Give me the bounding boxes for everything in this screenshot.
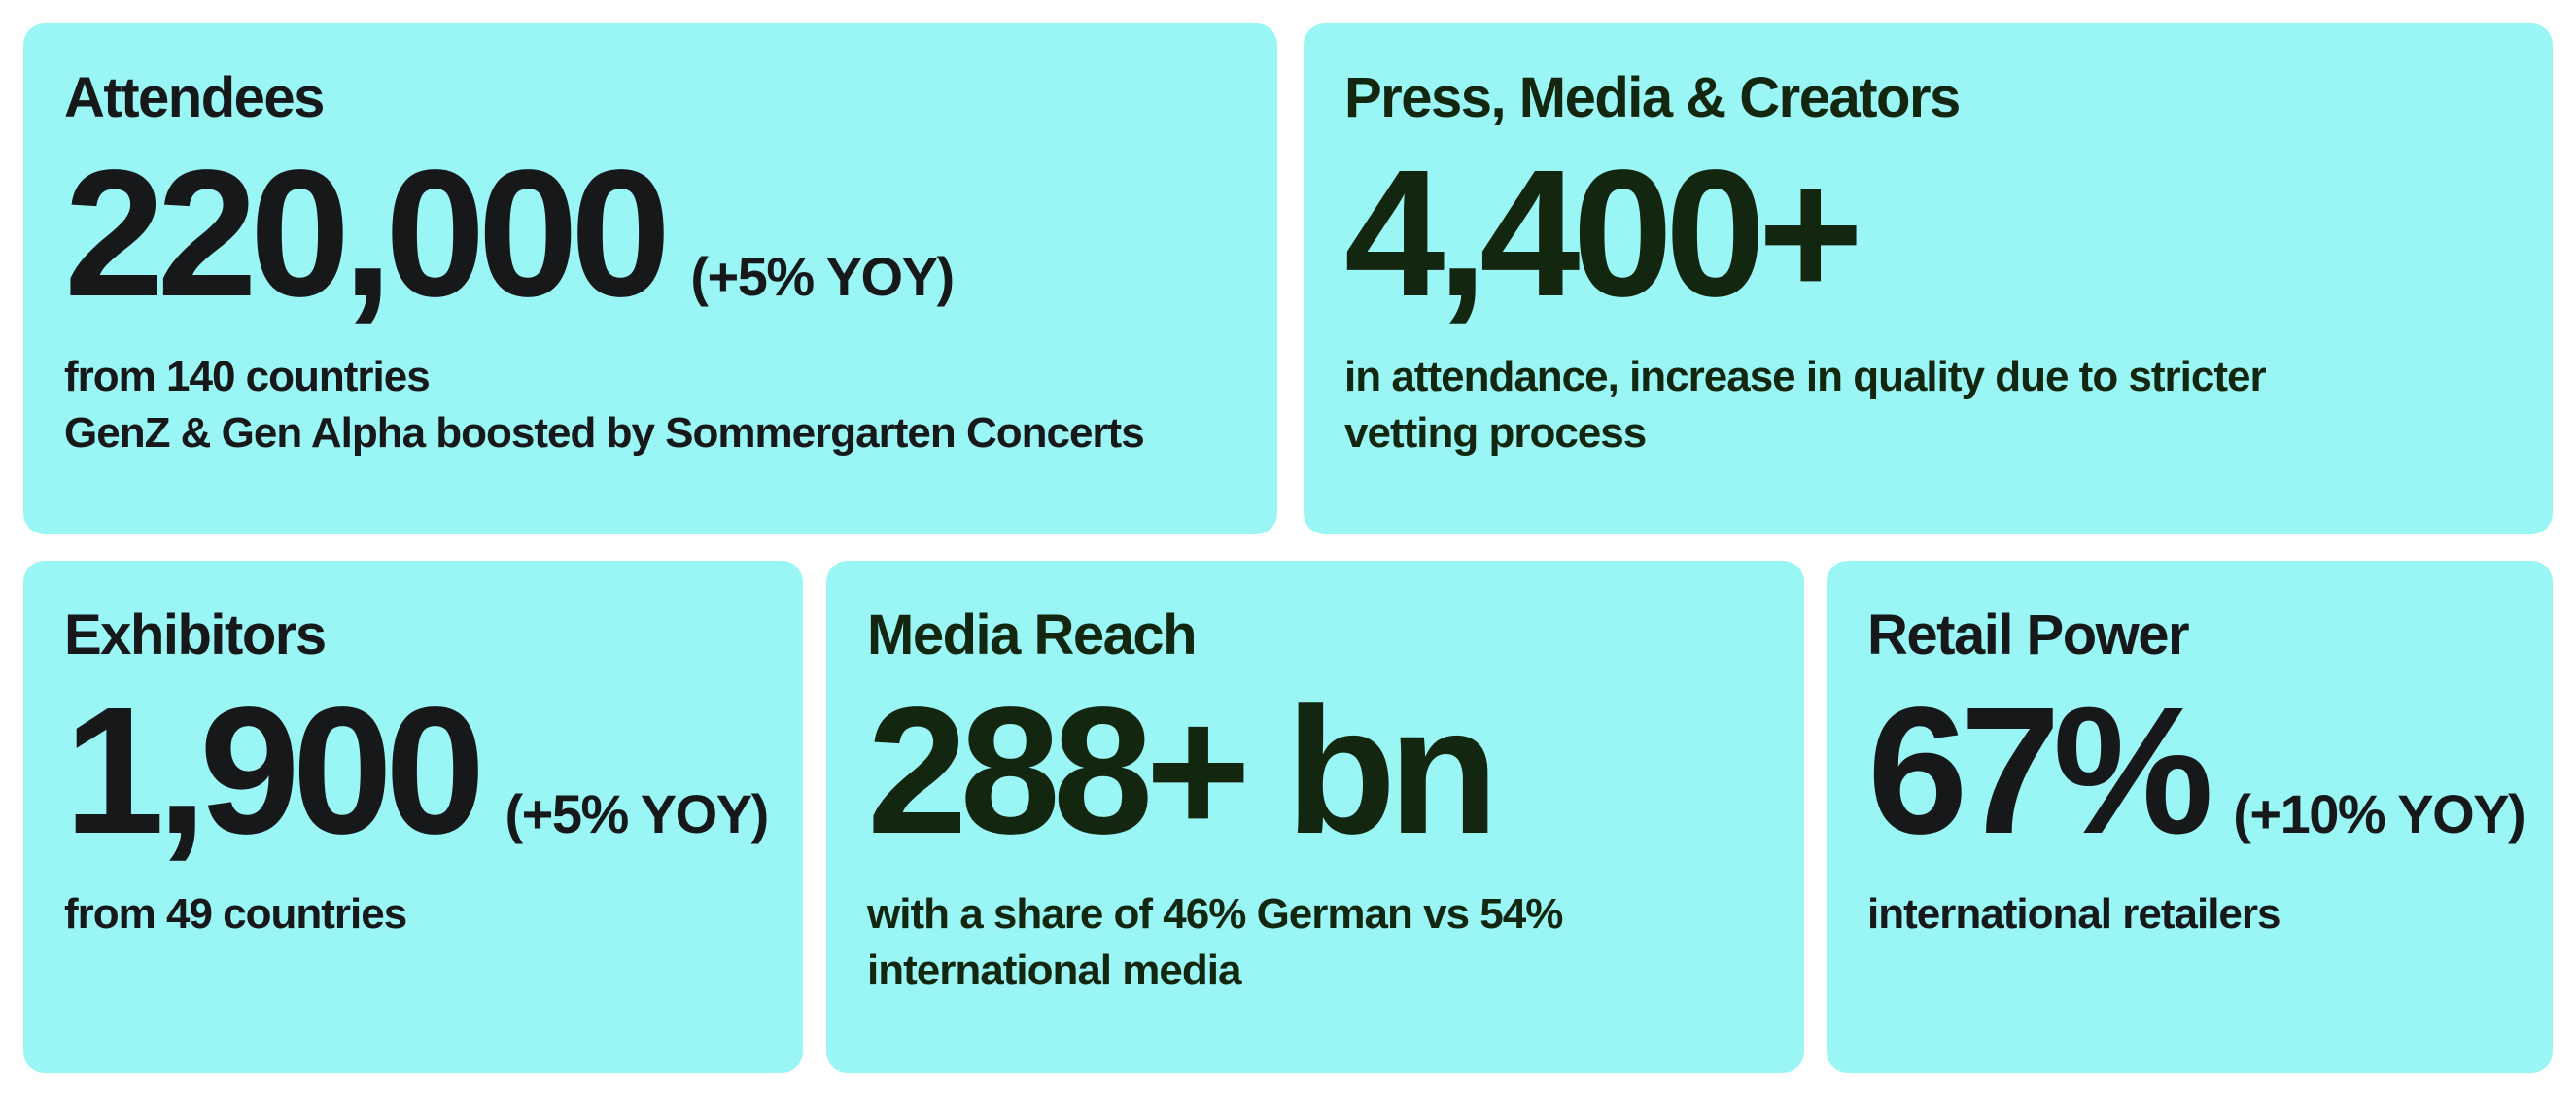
- description: international retailers: [1867, 886, 2512, 943]
- stat-value: 67%: [1867, 670, 2213, 872]
- stat-card: Attendees 220,000 (+5% YOY) from 140 countr…: [23, 23, 1277, 534]
- description: from 49 countries: [64, 886, 762, 943]
- stat-value: 220,000: [64, 133, 671, 334]
- description-line: vetting process: [1344, 409, 1647, 457]
- card-title: Press, Media & Creators: [1344, 66, 1961, 129]
- stat-value: 4,400+: [1344, 133, 1863, 334]
- value-row: 288+ bn: [867, 679, 1763, 864]
- description: in attendance, increase in quality due t…: [1344, 349, 2512, 462]
- description: with a share of 46% German vs 54% interna…: [867, 886, 1763, 999]
- stat-value: 288+ bn: [867, 670, 1499, 872]
- description-line: international media: [867, 946, 1241, 994]
- description: from 140 countries GenZ & Gen Alpha boost…: [64, 349, 1236, 462]
- stat-card: Press, Media & Creators 4,400+ in attendan…: [1304, 23, 2553, 534]
- yoy-change: (+5% YOY): [505, 783, 769, 844]
- stat-value: 1,900: [64, 670, 485, 872]
- value-row: 67% (+10% YOY): [1867, 679, 2526, 864]
- stat-card: Exhibitors 1,900 (+5% YOY) from 49 countrie…: [23, 561, 803, 1073]
- description-line: from 140 countries: [64, 353, 431, 400]
- stat-card: Retail Power 67% (+10% YOY) international r…: [1827, 561, 2553, 1073]
- card-title: Media Reach: [867, 603, 1198, 667]
- description-line: from 49 countries: [64, 890, 407, 938]
- description-line: international retailers: [1867, 890, 2280, 938]
- value-row: 220,000 (+5% YOY): [64, 142, 1236, 326]
- card-title: Retail Power: [1867, 603, 2190, 667]
- description-line: GenZ & Gen Alpha boosted by Sommergarten…: [64, 409, 1145, 457]
- description-line: in attendance, increase in quality due t…: [1344, 353, 2267, 400]
- yoy-change: (+5% YOY): [690, 246, 955, 307]
- value-row: 1,900 (+5% YOY): [64, 679, 769, 864]
- card-title: Attendees: [64, 66, 325, 129]
- yoy-change: (+10% YOY): [2233, 783, 2525, 844]
- value-row: 4,400+: [1344, 142, 2512, 326]
- card-title: Exhibitors: [64, 603, 327, 667]
- stat-card: Media Reach 288+ bn with a share of 46% Ge…: [826, 561, 1804, 1073]
- description-line: with a share of 46% German vs 54%: [867, 890, 1563, 938]
